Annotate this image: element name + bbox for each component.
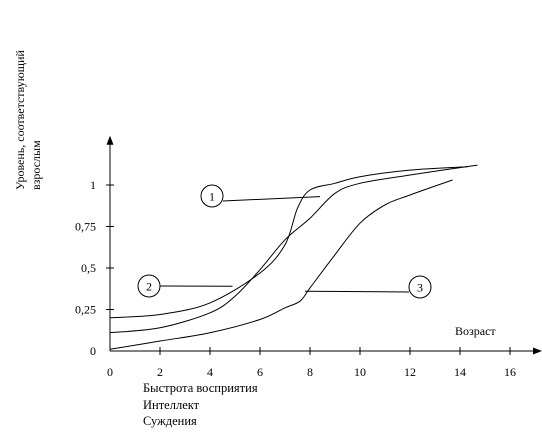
series-3-marker-label: 3 bbox=[417, 281, 423, 295]
x-tick-label: 16 bbox=[504, 365, 516, 379]
x-tick-label: 12 bbox=[404, 365, 416, 379]
series-markers: 1 2 3 bbox=[137, 184, 432, 299]
x-tick-label: 10 bbox=[354, 365, 366, 379]
x-tick-label: 14 bbox=[454, 365, 466, 379]
x-tick-label: 2 bbox=[157, 365, 163, 379]
series-1-marker-circle bbox=[200, 184, 224, 208]
series-3-marker-circle bbox=[408, 275, 432, 299]
y-axis-title-line-2: взрослым bbox=[29, 140, 43, 190]
x-axis-title: Возраст bbox=[455, 324, 496, 338]
chart-series bbox=[109, 164, 478, 350]
x-tick-label: 4 bbox=[207, 365, 213, 379]
series-1-marker-label: 1 bbox=[209, 190, 215, 204]
x-tick-label: 6 bbox=[257, 365, 263, 379]
y-tick-label: 0 bbox=[90, 344, 96, 358]
legend-item-perception-speed: Быстрота восприятия bbox=[143, 381, 258, 395]
y-axis-title-line-1: Уровень, соответствующий bbox=[13, 50, 27, 190]
series-3-leader-line bbox=[304, 290, 410, 293]
x-axis-arrow bbox=[533, 347, 542, 355]
series-1-line bbox=[109, 166, 468, 319]
legend-item-judgement: Суждения bbox=[143, 414, 197, 428]
series-2-line bbox=[109, 164, 478, 334]
y-tick-label: 0,5 bbox=[81, 261, 96, 275]
series-2-marker-circle bbox=[137, 274, 161, 298]
legend-item-intelligence: Интеллект bbox=[143, 398, 200, 412]
y-tick-label: 0,75 bbox=[75, 220, 96, 234]
x-tick-label: 8 bbox=[307, 365, 313, 379]
y-axis-arrow bbox=[106, 135, 114, 145]
y-tick-label: 1 bbox=[90, 178, 96, 192]
series-1-leader-line bbox=[222, 196, 321, 202]
series-3-line bbox=[109, 179, 453, 350]
series-2-marker-label: 2 bbox=[146, 280, 152, 294]
x-tick-label: 0 bbox=[107, 365, 113, 379]
y-tick-label: 0,25 bbox=[75, 303, 96, 317]
